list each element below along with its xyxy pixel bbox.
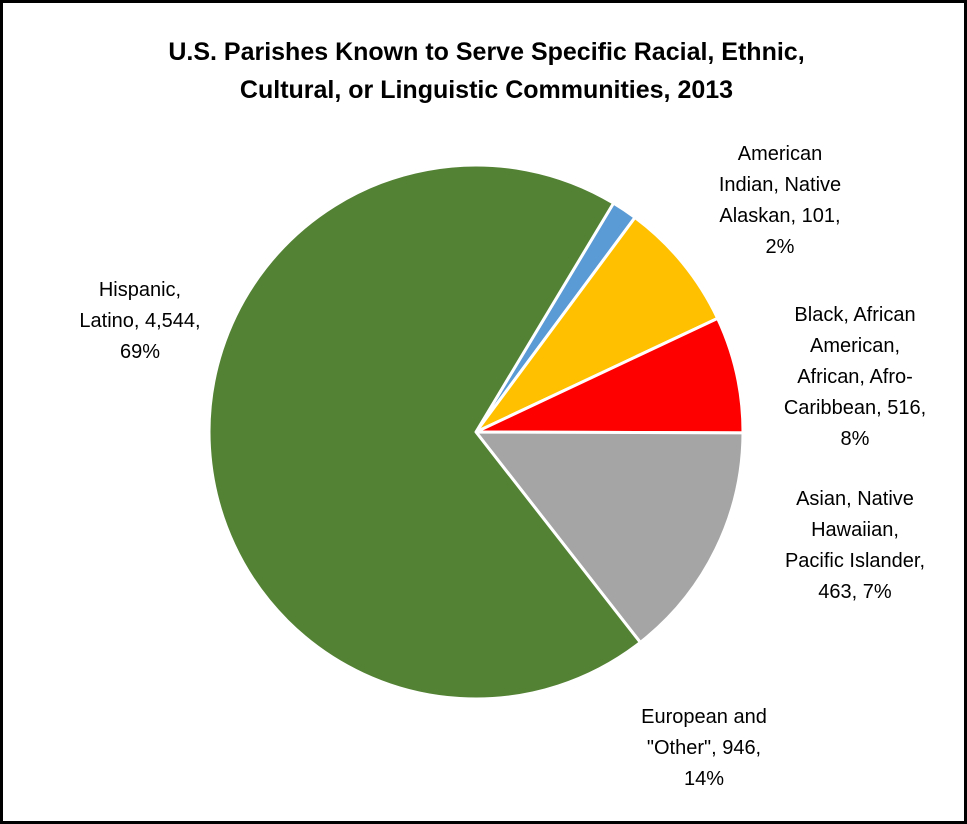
slice-label-black-african-american: Black, African American, African, Afro- … (783, 304, 927, 450)
pie-slice-asian-native-hawaiian-pacific-islander (474, 316, 745, 435)
slice-label-hispanic-latino: Hispanic, Latino, 4,544, 69% (79, 279, 201, 363)
chart-title-line-1: U.S. Parishes Known to Serve Specific Ra… (168, 38, 805, 66)
pie-slice-european-and-other (474, 430, 745, 644)
chart-title: U.S. Parishes Known to Serve Specific Ra… (103, 33, 870, 109)
chart-title-line-2: Cultural, or Linguistic Communities, 201… (239, 76, 734, 104)
slice-label-american-indian: American Indian, Native Alaskan, 101, 2% (718, 143, 842, 258)
slice-label-asian-pacific-islander: Asian, Native Hawaiian, Pacific Islander… (784, 488, 926, 603)
pie-slice-hispanic-latino (207, 163, 642, 701)
pie-slice-black-african-american-african-afro-caribbean (474, 215, 720, 434)
slice-label-european-other: European and "Other", 946, 14% (641, 706, 767, 790)
